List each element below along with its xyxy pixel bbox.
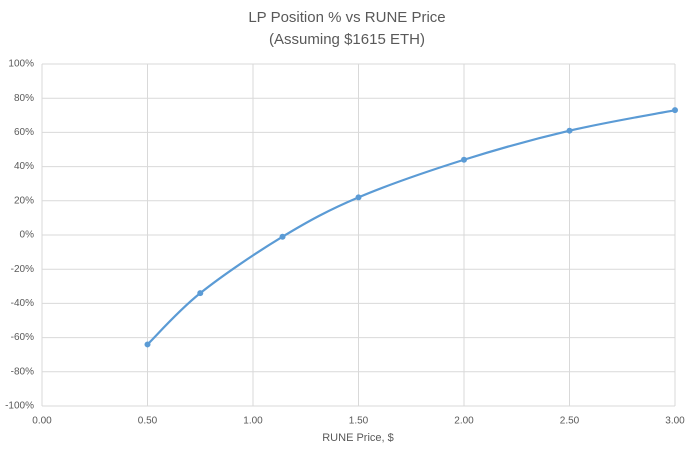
series-line [146, 109, 676, 346]
x-axis-title: RUNE Price, $ [322, 432, 394, 444]
x-tick-label: 0.50 [138, 416, 158, 427]
data-point [672, 107, 678, 114]
x-tick-label: 3.00 [665, 416, 685, 427]
chart-title: LP Position % vs RUNE Price [248, 9, 445, 26]
x-tick-label: 1.50 [349, 416, 369, 427]
x-tick-label: 2.50 [560, 416, 580, 427]
data-point [566, 127, 573, 134]
x-tick-label: 2.00 [454, 416, 474, 427]
y-tick-label: 20% [14, 195, 34, 206]
y-tick-label: -40% [11, 298, 34, 309]
chart-subtitle: (Assuming $1615 ETH) [269, 31, 425, 48]
x-tick-label: 0.00 [32, 416, 52, 427]
y-tick-label: -60% [11, 332, 34, 343]
y-tick-label: 0% [20, 230, 35, 241]
data-point [144, 341, 151, 348]
y-tick-label: -20% [11, 264, 34, 275]
data-point [461, 156, 467, 163]
data-point [279, 233, 286, 240]
x-tick-label: 1.00 [243, 416, 263, 427]
data-point [355, 194, 362, 201]
y-tick-label: 40% [14, 161, 34, 172]
y-tick-label: -80% [11, 366, 34, 377]
y-tick-label: 80% [14, 93, 34, 104]
y-tick-label: 60% [14, 127, 34, 138]
y-tick-label: 100% [8, 59, 34, 70]
y-tick-label: -100% [5, 401, 34, 412]
data-point [197, 290, 204, 297]
